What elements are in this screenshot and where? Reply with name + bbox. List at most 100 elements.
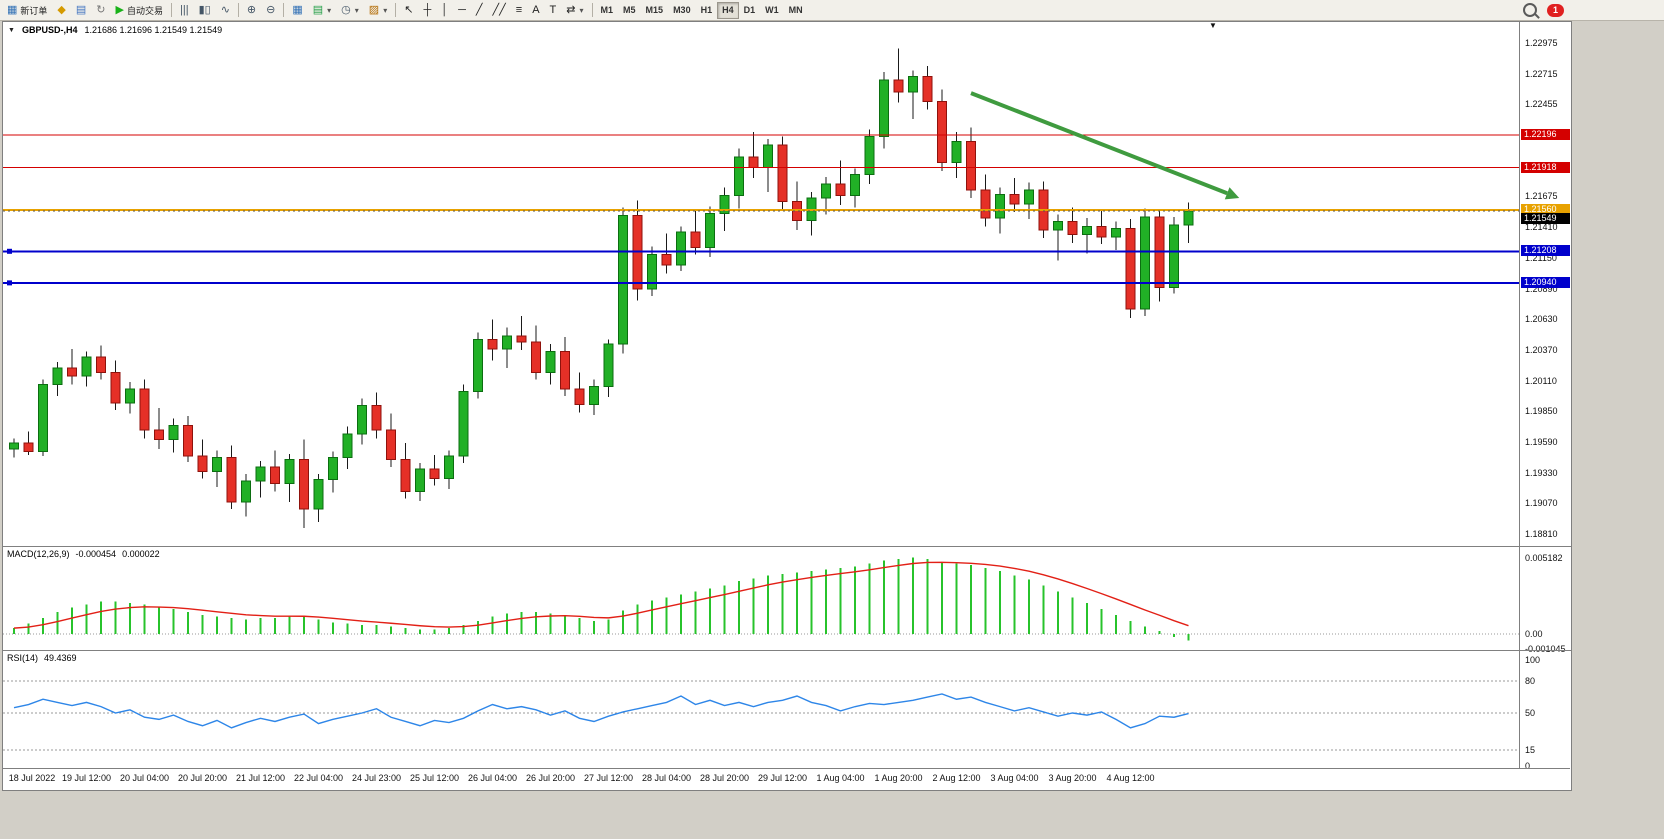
pane-separator [1520,650,1571,651]
text-button[interactable]: A [527,2,544,19]
chart-plot[interactable] [3,22,1519,768]
auto-trading-button[interactable]: ▶ 自动交易 [111,2,168,19]
timeframe-mn[interactable]: MN [784,2,808,19]
auto-trading-label: 自动交易 [126,5,163,16]
current-price-label: 1.21549 [1521,213,1570,225]
time-axis-label: 26 Jul 04:00 [467,773,518,783]
tile-windows-icon: ▦ [292,3,303,16]
trendline-button[interactable]: ╱ [471,2,488,19]
new-order-button[interactable]: ▦ 新订单 [2,2,52,19]
chevron-down-icon: ▾ [383,5,388,15]
zoom-out-button[interactable]: ⊖ [261,2,280,19]
candlestick-chart-icon: ▮▯ [198,3,211,16]
timeframe-m1[interactable]: M1 [596,2,619,19]
price-line-label: 1.20940 [1521,276,1570,288]
chart-header: ▼ GBPUSD-,H4 1.21686 1.21696 1.21549 1.2… [8,25,222,35]
timeframe-h1[interactable]: H1 [696,2,718,19]
macd-histogram [13,557,1190,641]
zoom-in-button[interactable]: ⊕ [242,2,261,19]
toolbar-separator [237,3,239,17]
trendline-icon: ╱ [475,3,483,16]
bar-chart-button[interactable]: ||| [175,2,194,19]
rsi-line [13,693,1189,729]
time-axis-label: 28 Jul 20:00 [699,773,750,783]
notification-badge[interactable]: 1 [1547,3,1564,17]
rsi-name: RSI(14) [7,653,39,663]
templates-icon: ▨ [368,3,380,16]
price-axis-label: 1.20370 [1525,345,1558,356]
macd-main-value: -0.000454 [75,549,117,559]
macd-signal-value: 0.000022 [122,549,160,559]
time-axis-label: 20 Jul 20:00 [177,773,228,783]
time-axis-label: 18 Jul 2022 [8,773,56,783]
crosshair-icon: ┼ [423,3,432,16]
search-icon[interactable] [1523,3,1537,17]
chevron-down-icon: ▾ [354,5,359,15]
arrows-button[interactable]: ⇄ ▾ [561,2,588,19]
price-axis-label: 1.19070 [1525,498,1558,509]
timeframe-d1[interactable]: D1 [739,2,761,19]
chart-shift-marker[interactable]: ▼ [1209,21,1217,30]
price-axis-label: 1.20890 [1525,283,1558,294]
news-horn-button[interactable]: ◆ [52,2,70,19]
indicators-button[interactable]: ▤ ▾ [308,2,336,19]
time-axis-label: 1 Aug 20:00 [874,773,923,783]
text-label-button[interactable]: T [545,2,562,19]
auto-trading-icon: ▶ [115,3,124,16]
horizontal-line-button[interactable]: ─ [453,2,471,19]
main-toolbar: ▦ 新订单 ◆ ▤ ↻ ▶ 自动交易 ||| ▮▯ ∿ ⊕ ⊖ ▦ ▤ ▾ ◷ ▾ ▨ ▾ ↖ ┼ │ ─ ╱ ╱╱ ≡ A T ⇄ ▾ M… [0,0,1664,21]
toolbar-right: 1 [1523,0,1564,20]
collapse-icon[interactable]: ▼ [8,26,15,34]
equidistant-channel-button[interactable]: ╱╱ [488,2,511,19]
cursor-button[interactable]: ↖ [399,2,418,19]
time-axis-label: 28 Jul 04:00 [641,773,692,783]
price-axis-label: 1.20630 [1525,314,1558,325]
new-order-label: 新订单 [20,5,48,16]
time-axis-label: 3 Aug 04:00 [990,773,1039,783]
price-axis-label: 1.21410 [1525,222,1558,233]
macd-label: MACD(12,26,9) -0.000454 0.000022 [7,549,160,559]
horizontal-line-icon: ─ [458,3,466,16]
news-horn-icon: ◆ [57,3,66,16]
periods-icon: ◷ [341,3,351,16]
toolbar-separator [283,3,285,17]
time-axis-label: 26 Jul 20:00 [525,773,576,783]
trend-arrow-head[interactable] [1224,187,1240,200]
new-order-icon: ▦ [7,3,18,16]
line-chart-icon: ∿ [220,3,230,16]
zoom-out-icon: ⊖ [266,3,276,16]
arrows-icon: ⇄ [566,3,576,16]
vertical-line-button[interactable]: │ [436,2,453,19]
time-axis-label: 24 Jul 23:00 [351,773,402,783]
candlesticks [9,48,1194,529]
timeframe-m30[interactable]: M30 [668,2,696,19]
timeframe-m5[interactable]: M5 [618,2,641,19]
tile-windows-button[interactable]: ▦ [287,2,307,19]
toolbar-separator [171,3,172,17]
vertical-line-icon: │ [441,3,449,16]
rsi-label: RSI(14) 49.4369 [7,653,77,663]
crosshair-button[interactable]: ┼ [418,2,436,19]
time-axis-label: 4 Aug 12:00 [1106,773,1155,783]
macd-axis-label: 0.005182 [1525,553,1563,563]
rsi-axis-label: 0 [1525,761,1531,771]
time-axis-label: 3 Aug 20:00 [1048,773,1097,783]
line-chart-button[interactable]: ∿ [216,2,235,19]
new-chart-button[interactable]: ▤ [71,2,91,19]
chevron-down-icon: ▾ [579,5,584,15]
periods-button[interactable]: ◷ ▾ [336,2,364,19]
refresh-button[interactable]: ↻ [91,2,110,19]
text-icon: A [532,3,540,16]
price-line-label: 1.21560 [1521,203,1570,215]
candlestick-chart-button[interactable]: ▮▯ [194,2,216,19]
timeframe-h4[interactable]: H4 [717,1,739,19]
timeframe-w1[interactable]: W1 [760,2,784,19]
templates-button[interactable]: ▨ ▾ [364,2,392,19]
chart-ohlc: 1.21686 1.21696 1.21549 1.21549 [84,25,223,35]
bar-chart-icon: ||| [180,3,189,16]
fibonacci-button[interactable]: ≡ [511,2,527,19]
trend-arrow[interactable] [970,91,1228,196]
macd-axis-label: -0.001045 [1525,644,1566,654]
timeframe-m15[interactable]: M15 [641,2,669,19]
time-axis-label: 27 Jul 12:00 [583,773,634,783]
